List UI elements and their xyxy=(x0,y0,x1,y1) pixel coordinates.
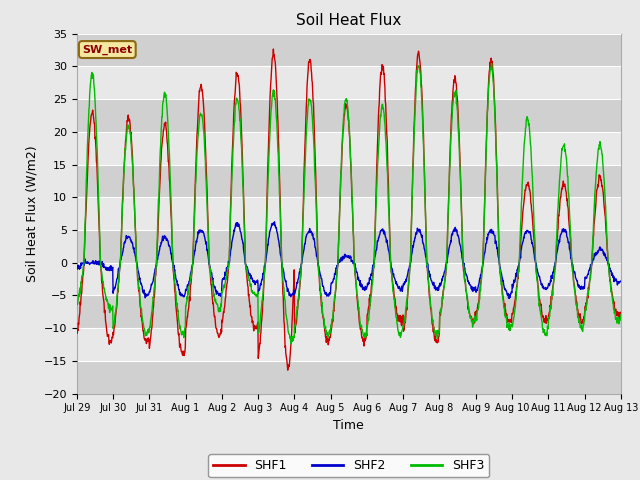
Line: SHF3: SHF3 xyxy=(77,63,621,344)
SHF1 xyxy=(617,310,625,315)
SHF2 xyxy=(505,295,513,300)
Text: SW_met: SW_met xyxy=(82,44,132,55)
SHF2 xyxy=(255,287,262,293)
Bar xyxy=(77,165,621,197)
SHF3 xyxy=(73,301,81,307)
SHF2 xyxy=(617,278,625,284)
SHF2 xyxy=(434,285,442,291)
SHF1 xyxy=(194,118,202,123)
SHF2 xyxy=(73,266,81,272)
Bar xyxy=(77,99,621,132)
SHF3 xyxy=(553,230,561,236)
SHF1 xyxy=(180,350,188,356)
Line: SHF2: SHF2 xyxy=(77,222,621,299)
SHF3 xyxy=(255,330,262,336)
SHF1 xyxy=(73,330,81,336)
SHF2 xyxy=(194,232,202,238)
X-axis label: Time: Time xyxy=(333,419,364,432)
Title: Soil Heat Flux: Soil Heat Flux xyxy=(296,13,401,28)
SHF1 xyxy=(255,351,262,357)
SHF1 xyxy=(284,367,292,373)
SHF3 xyxy=(617,312,625,317)
Bar xyxy=(77,230,621,263)
SHF3 xyxy=(180,328,188,334)
SHF3 xyxy=(287,341,294,347)
Bar xyxy=(77,34,621,66)
SHF3 xyxy=(488,60,495,66)
SHF1 xyxy=(269,46,277,52)
Legend: SHF1, SHF2, SHF3: SHF1, SHF2, SHF3 xyxy=(209,455,489,477)
SHF3 xyxy=(505,327,513,333)
Bar xyxy=(77,361,621,394)
SHF2 xyxy=(271,219,278,225)
Y-axis label: Soil Heat Flux (W/m2): Soil Heat Flux (W/m2) xyxy=(25,145,38,282)
Line: SHF1: SHF1 xyxy=(77,49,621,370)
SHF2 xyxy=(553,250,561,255)
SHF3 xyxy=(434,336,442,342)
SHF2 xyxy=(506,296,513,301)
SHF1 xyxy=(553,238,561,244)
SHF1 xyxy=(505,316,513,322)
SHF1 xyxy=(434,338,442,344)
Bar xyxy=(77,295,621,328)
SHF3 xyxy=(194,136,202,142)
SHF2 xyxy=(180,293,188,299)
